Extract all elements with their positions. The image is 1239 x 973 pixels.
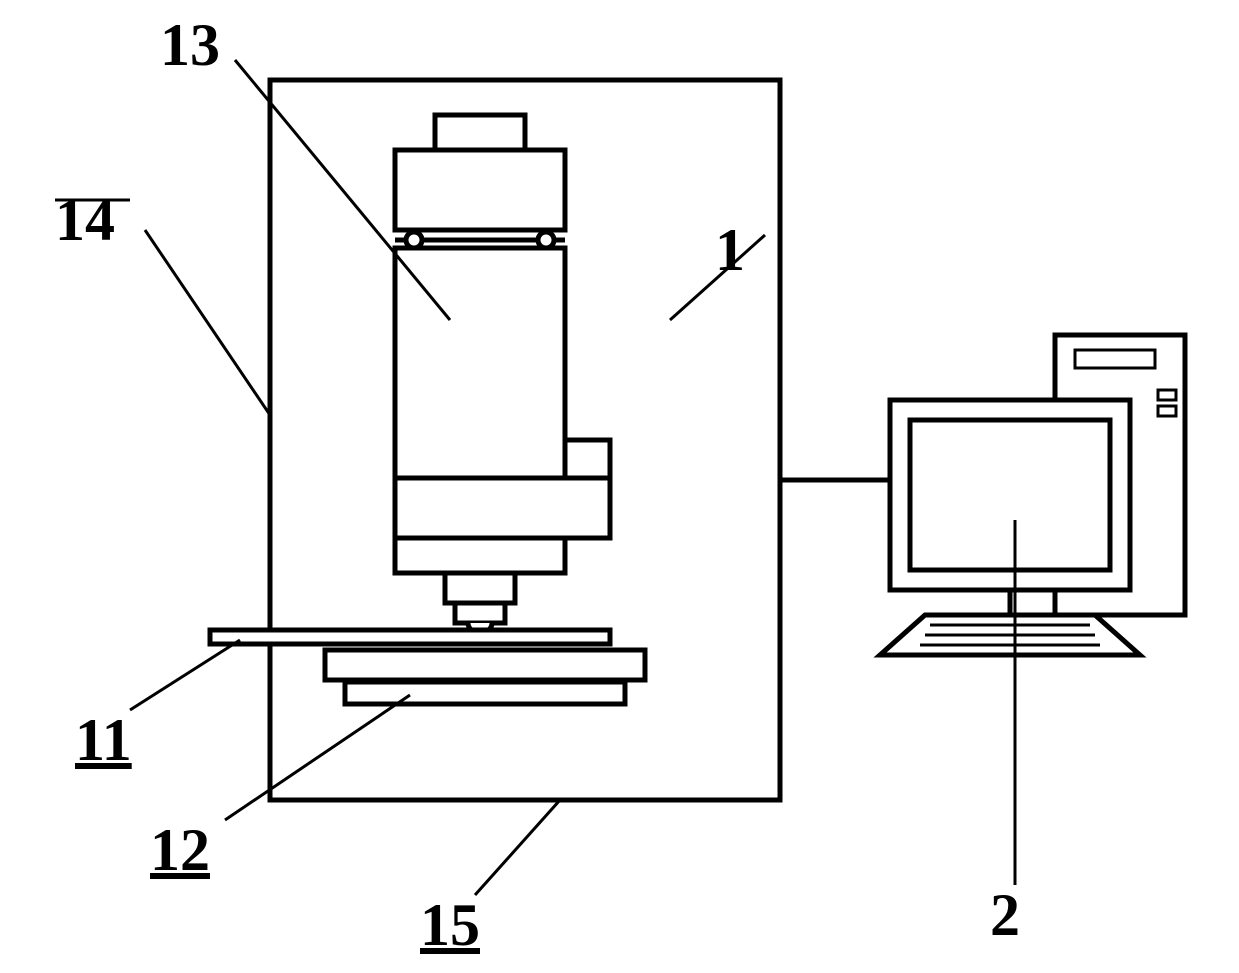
stage-upper: [325, 650, 645, 680]
label-1: 1: [715, 217, 745, 283]
label-13: 13: [160, 12, 220, 78]
objective-2: [455, 603, 505, 623]
camera-shoulder: [395, 478, 610, 538]
bracket-arm: [565, 440, 610, 478]
label-15: 15: [420, 892, 480, 958]
leader-14: [145, 230, 270, 415]
label-14: 14: [55, 187, 115, 253]
label-12: 12: [150, 817, 210, 883]
label-2: 2: [990, 882, 1020, 948]
sample-slide: [210, 630, 610, 644]
microscope-assembly: [395, 115, 610, 633]
camera-head: [395, 150, 565, 230]
label-11: 11: [75, 707, 132, 773]
leader-15: [475, 800, 560, 895]
stage-lower: [345, 682, 625, 704]
objective-1: [445, 573, 515, 603]
computer: [880, 335, 1185, 655]
monitor-bezel: [890, 400, 1130, 590]
camera-top-cap: [435, 115, 525, 150]
camera-mount: [395, 538, 565, 573]
leader-11: [130, 640, 240, 710]
